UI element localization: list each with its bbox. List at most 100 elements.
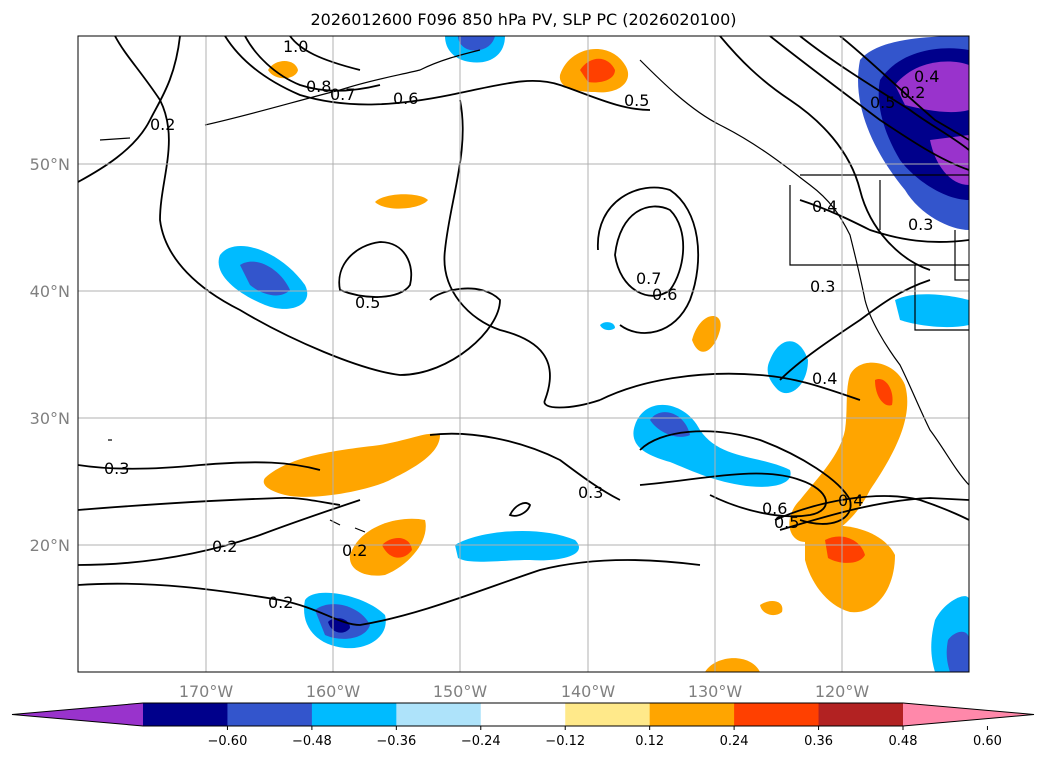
colorbar: −0.60 −0.48 −0.36 −0.24 −0.12 0.12 0.24 0.36 0.4…	[11, 702, 1035, 749]
coastline-island	[354, 527, 366, 533]
pv-region-negative-small	[600, 322, 615, 331]
colorbar-extend-low	[12, 703, 143, 726]
contour-line	[599, 372, 861, 401]
lat-label: 20°N	[30, 536, 70, 555]
contour-label: 0.6	[393, 89, 418, 108]
pv-region-negative-southeast-core	[946, 631, 969, 672]
colorbar-segment	[649, 703, 735, 726]
pv-region-west-negative-core	[240, 261, 290, 296]
contour-label: 0.4	[914, 67, 939, 86]
colorbar-tick-label: −0.12	[545, 734, 585, 749]
colorbar-tick-label: −0.60	[208, 734, 248, 749]
pv-shading	[218, 36, 969, 672]
colorbar-extend-high	[903, 703, 1034, 726]
border-line	[789, 185, 969, 266]
colorbar-segment	[565, 703, 651, 726]
contour-line	[78, 499, 361, 566]
colorbar-segment	[480, 703, 566, 726]
lon-label: 170°W	[179, 682, 234, 701]
contour-line	[78, 559, 701, 626]
colorbar-segment	[396, 703, 482, 726]
contour-label: 0.7	[636, 269, 661, 288]
contour-line	[244, 36, 381, 92]
contour-label: 0.2	[150, 115, 175, 134]
contour-label: 0.8	[306, 77, 331, 96]
latitude-labels: 50°N 40°N 30°N 20°N	[30, 155, 70, 555]
contour-line	[799, 36, 969, 151]
map-gridlines	[78, 36, 969, 672]
contour-label: 0.4	[812, 369, 837, 388]
coastline-island	[99, 137, 131, 141]
pv-region-positive-column	[789, 362, 908, 542]
contour-label: 0.3	[104, 459, 129, 478]
contour-label: 0.4	[812, 197, 837, 216]
border-line	[954, 230, 969, 281]
contour-label: 0.3	[908, 215, 933, 234]
colorbar-segment	[227, 703, 313, 726]
contour-line	[78, 461, 321, 471]
contour-labels: 1.0 0.8 0.7 0.6 0.5 0.2 0.5 0.7 0.6 0.4 …	[104, 37, 939, 612]
colorbar-tick-label: 0.24	[720, 734, 749, 749]
pv-region-small-positive	[268, 61, 298, 79]
contour-line	[719, 36, 931, 271]
contour-label: 0.3	[810, 277, 835, 296]
contour-label: 0.7	[330, 85, 355, 104]
lon-label: 120°W	[815, 682, 870, 701]
slp-contours	[78, 36, 969, 626]
contour-label: 0.4	[838, 491, 863, 510]
contour-label: 0.5	[774, 513, 799, 532]
coastline-westcoast	[639, 59, 969, 486]
lon-label: 130°W	[688, 682, 743, 701]
map-title: 2026012600 F096 850 hPa PV, SLP PC (2026…	[310, 10, 737, 29]
contour-line	[839, 36, 969, 141]
pv-region-top-positive-core	[580, 58, 615, 83]
contour-line	[799, 199, 969, 243]
contour-label: 0.5	[355, 293, 380, 312]
lat-label: 40°N	[30, 282, 70, 301]
contour-label: 0.6	[652, 285, 677, 304]
pv-region-positive-south-core	[825, 536, 865, 563]
contour-label: 0.2	[268, 593, 293, 612]
pv-region-positive-column-core	[875, 379, 893, 406]
border-line	[914, 265, 969, 331]
pv-region-northeast-max-2	[930, 135, 969, 185]
contour-label: 0.6	[762, 499, 787, 518]
contour-line	[78, 36, 181, 183]
contour-line	[429, 432, 621, 501]
colorbar-tick-label: −0.36	[376, 734, 416, 749]
pv-region-top-negative-core	[458, 36, 495, 51]
pv-region-negative-east	[895, 294, 969, 328]
colorbar-tick-label: −0.24	[461, 734, 501, 749]
longitude-labels: 170°W 160°W 150°W 140°W 130°W 120°W	[179, 682, 870, 701]
contour-label: 0.5	[624, 91, 649, 110]
pv-region-negative-20n	[455, 530, 579, 562]
coastline-alaska	[204, 49, 481, 126]
contour-line	[779, 497, 969, 531]
contour-label: 0.2	[900, 83, 925, 102]
contour-label: 0.3	[578, 483, 603, 502]
contour-line	[114, 36, 501, 376]
contour-line	[338, 241, 413, 298]
contour-label: 0.2	[212, 537, 237, 556]
colorbar-segment	[143, 703, 228, 726]
colorbar-segment	[311, 703, 397, 726]
colorbar-segment	[734, 703, 820, 726]
lon-label: 140°W	[561, 682, 616, 701]
colorbar-tick-label: 0.48	[889, 734, 918, 749]
contour-line	[443, 99, 601, 409]
colorbar-tick-label: 0.36	[804, 734, 833, 749]
contour-line	[597, 186, 700, 334]
colorbar-tick-label: 0.60	[973, 734, 1002, 749]
contour-line	[224, 36, 651, 111]
colorbar-outline	[11, 702, 1035, 727]
lat-label: 50°N	[30, 155, 70, 174]
pv-region-positive-47n	[375, 194, 428, 209]
map-frame	[77, 35, 970, 673]
pv-region-positive-bottom	[705, 658, 760, 672]
contour-label: 0.2	[342, 541, 367, 560]
lat-label: 30°N	[30, 409, 70, 428]
contour-line	[508, 502, 532, 517]
contour-label: 0.5	[870, 93, 895, 112]
lon-label: 150°W	[433, 682, 488, 701]
